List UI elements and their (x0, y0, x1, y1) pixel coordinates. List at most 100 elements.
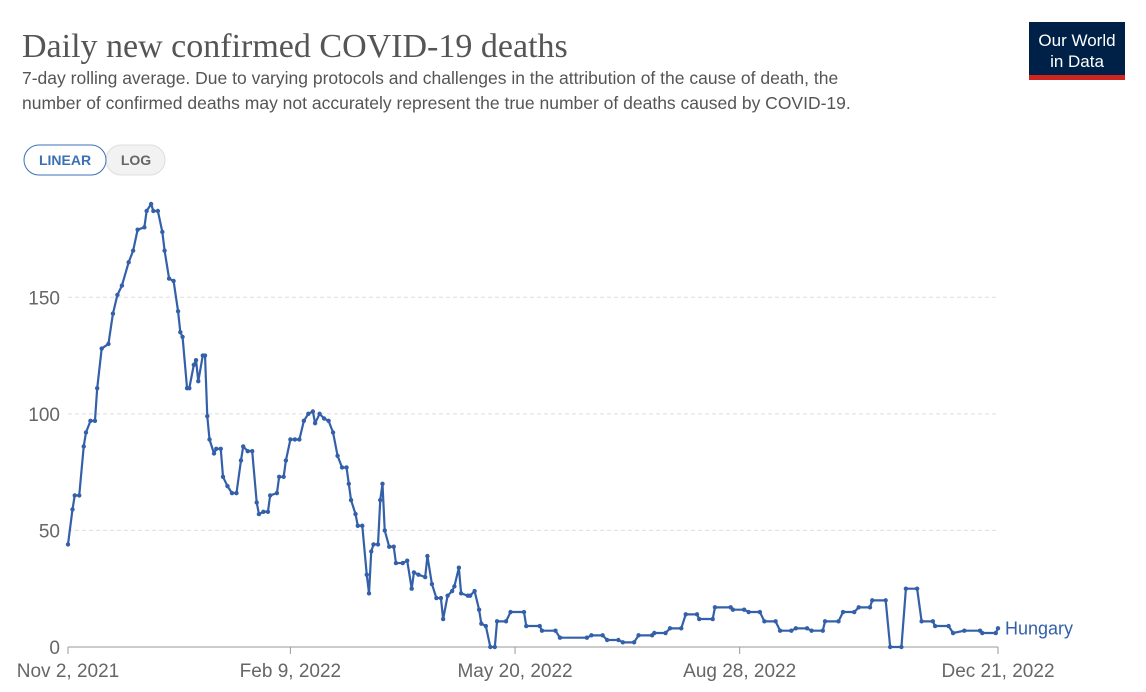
data-point (292, 437, 298, 442)
data-point (148, 201, 154, 207)
data-point (919, 619, 924, 624)
data-point (321, 416, 327, 421)
data-point (539, 628, 545, 633)
series-line (66, 202, 999, 649)
data-point (77, 493, 82, 498)
linear-label: LINEAR (39, 152, 91, 168)
data-point (250, 448, 255, 454)
data-point (339, 465, 345, 470)
data-point (229, 490, 235, 496)
data-point (604, 637, 610, 643)
data-point (712, 605, 718, 610)
subtitle: number of confirmed deaths may not accur… (22, 93, 851, 113)
data-point (119, 283, 125, 288)
data-point (467, 593, 473, 598)
data-point (92, 418, 98, 424)
data-point (301, 418, 307, 424)
scale-toggle: LINEAR LOG (23, 144, 166, 176)
log-label: LOG (121, 152, 151, 168)
data-point (458, 591, 464, 596)
data-point (636, 633, 641, 638)
data-point (589, 633, 594, 638)
data-point (326, 418, 331, 424)
data-point (483, 623, 489, 629)
data-point (993, 630, 998, 636)
data-point (793, 626, 799, 631)
data-point (416, 572, 421, 577)
data-point (962, 628, 967, 633)
data-point (360, 523, 365, 528)
data-point (479, 621, 484, 626)
data-point (777, 628, 783, 633)
data-point (393, 560, 399, 566)
logo-box[interactable] (1029, 22, 1125, 80)
data-point (445, 593, 450, 598)
data-point (663, 630, 668, 636)
data-point (283, 458, 289, 463)
data-point (449, 588, 455, 594)
data-point (429, 581, 435, 587)
data-point (852, 609, 857, 615)
x-tick-label: Feb 9, 2022 (240, 661, 341, 682)
data-point (371, 542, 376, 547)
data-point (256, 511, 262, 517)
data-point (762, 619, 767, 624)
data-point (267, 493, 273, 498)
data-point (130, 248, 136, 253)
data-point (899, 644, 904, 650)
data-point (171, 278, 176, 284)
data-point (553, 628, 558, 633)
data-point (710, 616, 715, 622)
data-point (297, 437, 302, 442)
x-tick-label: Dec 21, 2022 (941, 661, 1054, 682)
data-point (440, 616, 446, 622)
data-point (281, 474, 286, 479)
x-tick-label: Nov 2, 2021 (17, 661, 119, 682)
data-point (110, 311, 116, 316)
data-point (83, 430, 89, 435)
data-point (364, 572, 369, 577)
data-point (144, 208, 149, 214)
data-point (106, 341, 111, 347)
data-point (387, 544, 392, 549)
data-point (346, 481, 351, 486)
data-point (773, 619, 778, 624)
data-point (757, 609, 763, 615)
data-point (820, 628, 825, 633)
data-point (355, 523, 360, 528)
data-point (353, 511, 358, 517)
data-point (488, 644, 493, 650)
series-label: Hungary (1005, 618, 1073, 638)
data-point (557, 635, 563, 640)
data-point (537, 623, 542, 629)
linear-button[interactable] (23, 144, 107, 176)
data-point (883, 598, 888, 603)
data-point (524, 623, 529, 629)
data-point (65, 542, 71, 547)
data-point (180, 334, 185, 340)
data-point (694, 612, 700, 617)
data-point (391, 544, 396, 549)
data-point (456, 565, 462, 570)
data-point (631, 640, 637, 645)
data-point (438, 595, 444, 601)
data-point (238, 458, 244, 463)
data-point (225, 483, 230, 489)
data-point (95, 385, 100, 391)
x-tick-label: Aug 28, 2022 (683, 661, 796, 682)
data-point (348, 497, 354, 503)
data-point (312, 420, 318, 426)
logo-text: Our World (1038, 31, 1115, 50)
data-point (151, 208, 156, 214)
data-point (160, 229, 165, 235)
data-point (115, 292, 120, 298)
data-point (741, 607, 747, 612)
data-point (494, 619, 500, 624)
data-point (697, 616, 702, 622)
data-point (72, 493, 77, 498)
data-point (679, 626, 684, 631)
data-point (425, 553, 430, 559)
data-point (476, 607, 482, 612)
data-point (310, 409, 316, 414)
